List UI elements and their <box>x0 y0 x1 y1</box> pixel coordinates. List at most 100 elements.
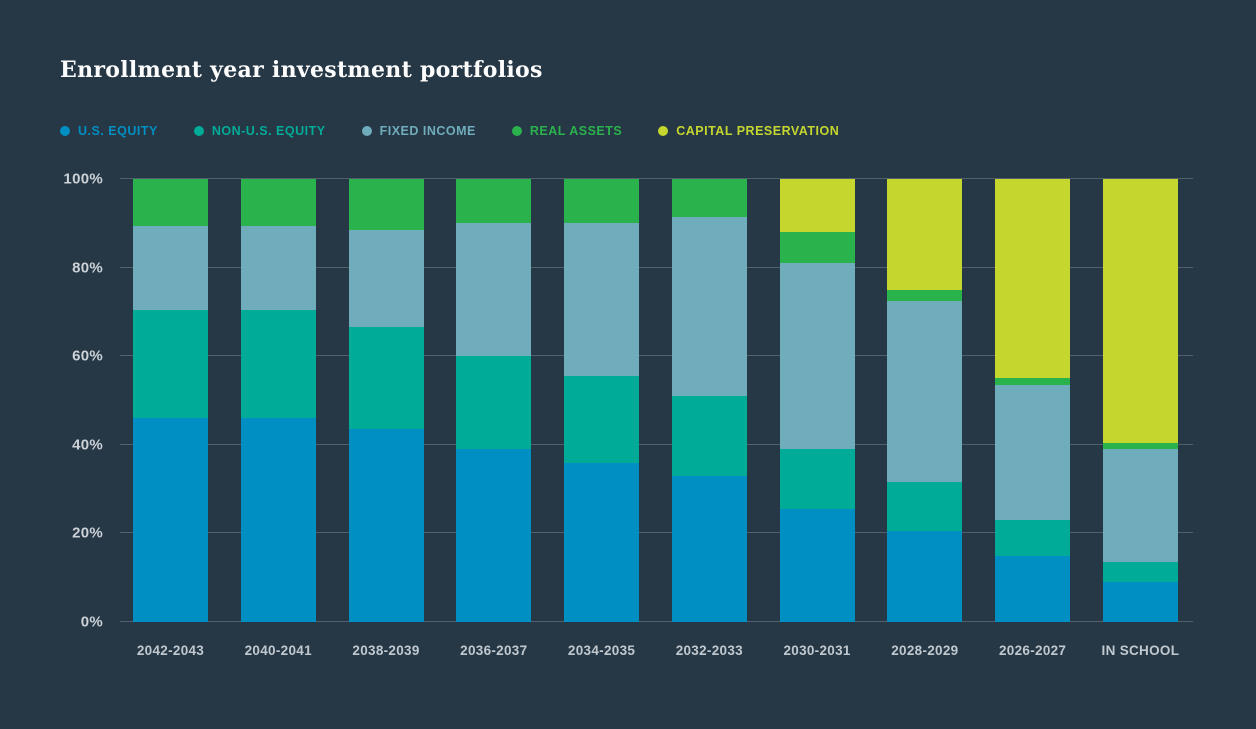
segment-fixed-income <box>671 216 747 397</box>
x-tick-label: 2032-2033 <box>675 643 743 658</box>
segment-non-u-s-equity <box>240 309 316 419</box>
segment-capital-preservation <box>887 179 963 290</box>
x-tick-label: 2038-2039 <box>352 643 420 658</box>
bar-2034-2035 <box>564 179 640 622</box>
segment-fixed-income <box>995 385 1071 521</box>
legend-dot-icon <box>658 126 669 136</box>
bar-2042-2043 <box>133 179 208 622</box>
x-tick-label: 2042-2043 <box>136 643 205 658</box>
segment-u-s-equity <box>1102 582 1178 622</box>
legend-item-fixed-income: FIXED INCOME <box>361 124 476 138</box>
chart-title: Enrollment year investment portfolios <box>60 57 543 83</box>
segment-fixed-income <box>240 225 316 310</box>
segment-u-s-equity <box>240 418 316 622</box>
segment-u-s-equity <box>671 475 747 622</box>
x-tick-slot: 2030-2031 <box>780 643 855 658</box>
gridline-80% <box>120 266 1193 268</box>
legend-item-label: REAL ASSETS <box>529 124 623 138</box>
segment-real-assets <box>671 179 747 217</box>
legend-item-real-assets: REAL ASSETS <box>511 124 623 138</box>
segment-non-u-s-equity <box>995 520 1071 556</box>
legend-item-label: FIXED INCOME <box>379 124 476 138</box>
segment-fixed-income <box>348 229 424 328</box>
segment-non-u-s-equity <box>671 396 747 476</box>
bar-2030-2031 <box>779 179 855 622</box>
x-tick-slot: 2032-2033 <box>672 643 747 658</box>
segment-real-assets <box>133 179 208 226</box>
bar-2032-2033 <box>671 179 747 622</box>
segment-non-u-s-equity <box>133 309 208 419</box>
x-tick-label: IN SCHOOL <box>1101 643 1180 658</box>
legend-dot-icon <box>511 126 522 136</box>
segment-capital-preservation <box>1102 179 1178 443</box>
segment-capital-preservation <box>779 179 855 233</box>
bar-2038-2039 <box>348 179 424 622</box>
y-tick-label: 80% <box>72 259 103 277</box>
x-tick-slot: 2042-2043 <box>133 643 208 658</box>
segment-real-assets <box>1102 442 1178 450</box>
x-tick-slot: 2040-2041 <box>241 643 316 658</box>
legend-item-capital-preservation: CAPITAL PRESERVATION <box>658 124 839 138</box>
segment-u-s-equity <box>133 418 208 622</box>
segment-non-u-s-equity <box>1102 562 1178 583</box>
y-tick-label: 20% <box>72 524 103 542</box>
plot-area <box>120 178 1193 622</box>
chart-legend: U.S. EQUITY NON-U.S. EQUITY FIXED INCOME RE… <box>60 124 839 138</box>
x-tick-label: 2026-2027 <box>998 643 1067 658</box>
segment-u-s-equity <box>779 509 855 622</box>
legend-dot-icon <box>60 126 70 136</box>
segment-u-s-equity <box>995 555 1071 622</box>
bar-2040-2041 <box>240 179 316 622</box>
segment-capital-preservation <box>995 179 1071 379</box>
segment-fixed-income <box>564 223 640 377</box>
legend-item-label: CAPITAL PRESERVATION <box>676 124 840 138</box>
segment-real-assets <box>564 179 640 224</box>
legend-item-label: U.S. EQUITY <box>78 124 158 138</box>
segment-fixed-income <box>779 263 855 450</box>
legend-item-non-u-s-equity: NON-U.S. EQUITY <box>193 124 326 138</box>
segment-real-assets <box>887 289 963 301</box>
segment-u-s-equity <box>887 531 963 622</box>
x-tick-label: 2036-2037 <box>460 643 528 658</box>
x-tick-slot: 2036-2037 <box>456 643 531 658</box>
segment-non-u-s-equity <box>564 376 640 463</box>
bar-2036-2037 <box>456 179 532 622</box>
gridline-60% <box>120 355 1193 357</box>
segment-non-u-s-equity <box>779 449 855 510</box>
x-tick-label: 2040-2041 <box>244 643 312 658</box>
x-tick-label: 2030-2031 <box>783 643 851 658</box>
bar-in-school <box>1102 179 1178 622</box>
segment-non-u-s-equity <box>348 327 424 430</box>
y-axis: 0% 20% 40% 60% 80% 100% <box>0 171 103 631</box>
y-tick-label: 60% <box>72 347 103 365</box>
x-axis: 2042-2043 2040-2041 2038-2039 2036-2037 2034… <box>120 643 1193 658</box>
segment-non-u-s-equity <box>456 356 532 450</box>
segment-u-s-equity <box>456 449 532 622</box>
gridline-40% <box>120 443 1193 445</box>
y-tick-label: 0% <box>80 613 103 631</box>
bar-2026-2027 <box>995 179 1071 622</box>
legend-item-u-s-equity: U.S. EQUITY <box>60 124 158 138</box>
x-tick-slot: IN SCHOOL <box>1101 643 1180 658</box>
segment-real-assets <box>348 179 424 230</box>
segment-non-u-s-equity <box>887 482 963 532</box>
segment-fixed-income <box>133 225 208 310</box>
segment-fixed-income <box>887 300 963 483</box>
gridline-0% <box>120 621 1193 622</box>
segment-real-assets <box>240 179 316 226</box>
y-tick-label: 40% <box>72 436 103 454</box>
segment-fixed-income <box>1102 449 1178 563</box>
segment-fixed-income <box>456 223 532 357</box>
segment-real-assets <box>995 378 1071 386</box>
legend-dot-icon <box>361 126 372 136</box>
x-tick-slot: 2028-2029 <box>887 643 962 658</box>
segment-real-assets <box>456 179 532 224</box>
legend-item-label: NON-U.S. EQUITY <box>211 124 326 138</box>
segment-u-s-equity <box>564 462 640 622</box>
x-tick-label: 2034-2035 <box>567 643 636 658</box>
x-tick-slot: 2026-2027 <box>995 643 1070 658</box>
bar-2028-2029 <box>887 179 963 622</box>
gridline-100% <box>120 178 1193 179</box>
legend-dot-icon <box>193 126 204 136</box>
